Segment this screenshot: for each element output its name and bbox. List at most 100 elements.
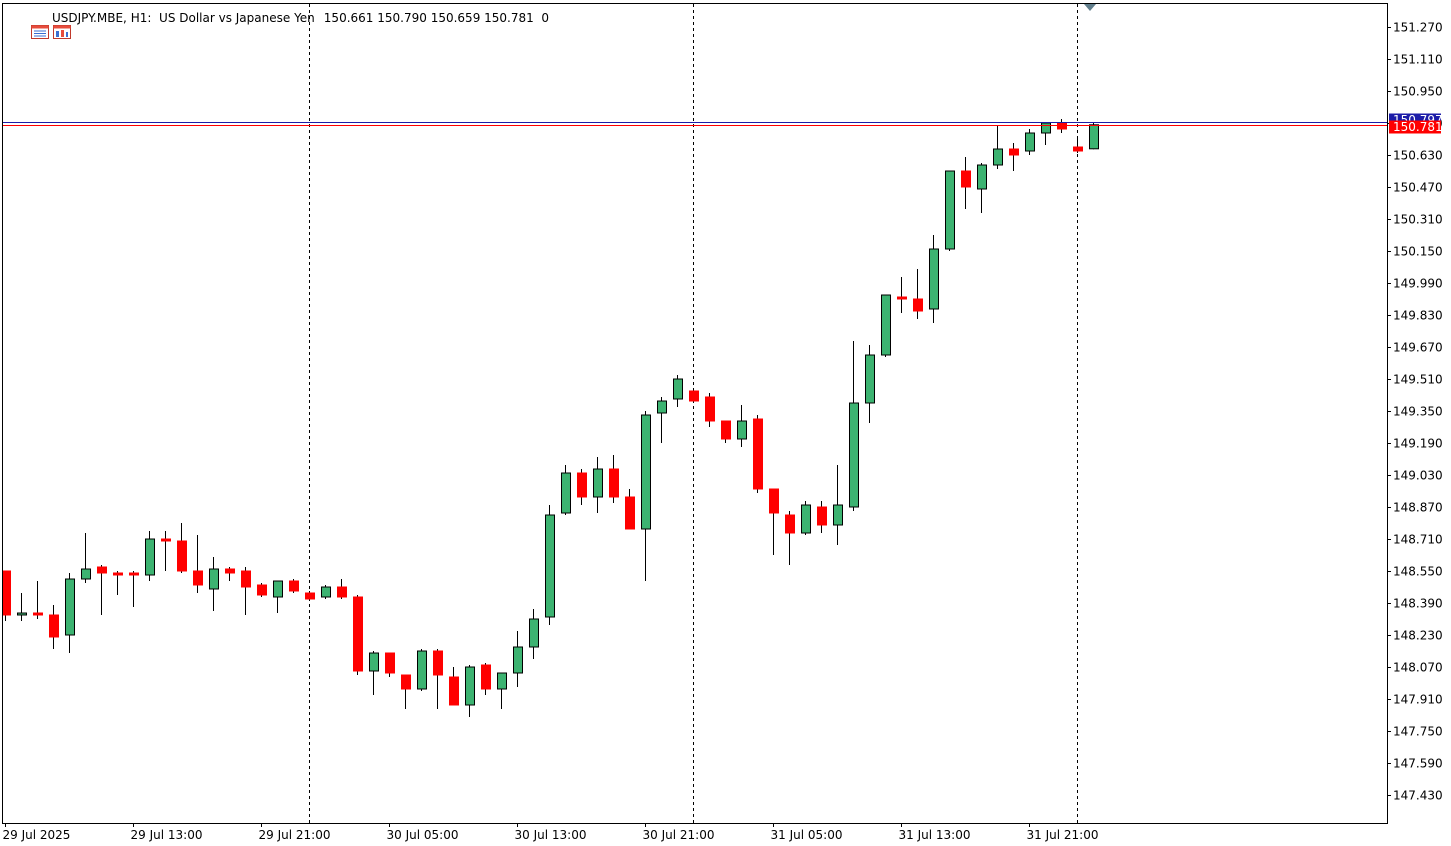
- candle-body: [401, 674, 411, 690]
- candle-body: [305, 592, 315, 600]
- low-value: 150.659: [430, 11, 481, 25]
- bearish-candle: [385, 652, 395, 677]
- bearish-candle: [481, 663, 491, 695]
- candle-body: [881, 294, 891, 356]
- candle-body: [1041, 122, 1051, 134]
- bearish-candle: [753, 415, 763, 493]
- candle-body: [657, 400, 667, 414]
- bullish-candle: [561, 465, 571, 515]
- price-tick-label: 147.750: [1393, 725, 1443, 739]
- bullish-candle: [833, 465, 843, 545]
- bearish-candle: [353, 595, 363, 675]
- bullish-candle: [1025, 129, 1035, 155]
- bullish-candle: [209, 557, 219, 611]
- price-tick-label: 151.110: [1393, 53, 1443, 67]
- candle-body: [625, 496, 635, 530]
- candle-body: [1009, 148, 1019, 156]
- bullish-candle: [737, 405, 747, 447]
- candle-body: [113, 572, 123, 576]
- candle-body: [481, 664, 491, 690]
- bullish-candle: [529, 609, 539, 659]
- bullish-candle: [65, 573, 75, 653]
- candle-body: [785, 514, 795, 534]
- price-tick-label: 150.470: [1393, 181, 1443, 195]
- time-tick-label: 29 Jul 13:00: [131, 828, 203, 842]
- price-tick-label: 148.230: [1393, 629, 1443, 643]
- bullish-candle: [1089, 123, 1099, 150]
- price-tick-label: 147.430: [1393, 789, 1443, 803]
- candle-body: [385, 652, 395, 674]
- bullish-candle: [17, 593, 27, 621]
- candle-body: [513, 646, 523, 674]
- candle-body: [449, 676, 459, 706]
- price-tick-label: 148.390: [1393, 597, 1443, 611]
- bullish-candle: [465, 665, 475, 717]
- candle-body: [1073, 146, 1083, 152]
- price-tick-label: 150.630: [1393, 149, 1443, 163]
- candle-body: [257, 584, 267, 596]
- candle-body: [1089, 124, 1099, 150]
- candle-body: [465, 666, 475, 706]
- price-tick-label: 149.830: [1393, 309, 1443, 323]
- open-value: 150.661: [323, 11, 374, 25]
- close-value: 150.781: [484, 11, 534, 25]
- candle-body: [97, 566, 107, 574]
- candle-body: [897, 296, 907, 300]
- bullish-candle: [417, 649, 427, 691]
- bullish-candle: [145, 531, 155, 581]
- chart-shift-marker-icon[interactable]: [1084, 4, 1096, 11]
- candle-body: [49, 614, 59, 638]
- price-tick-label: 148.870: [1393, 501, 1443, 515]
- bullish-candle: [929, 235, 939, 323]
- candle-body: [849, 402, 859, 508]
- bearish-candle: [289, 579, 299, 593]
- price-tick-label: 147.910: [1393, 693, 1443, 707]
- terminal-window-icon[interactable]: [8, 11, 49, 39]
- timeframe-label: H1:: [130, 11, 152, 25]
- chart-frame: [2, 3, 1388, 824]
- bullish-candle: [545, 505, 555, 625]
- bearish-candle: [577, 469, 587, 505]
- bearish-candle: [257, 583, 267, 597]
- price-tick-label: 149.510: [1393, 373, 1443, 387]
- bearish-candle: [433, 649, 443, 709]
- bullish-candle: [657, 397, 667, 443]
- bid-price-tag-label: 150.781: [1393, 120, 1443, 134]
- bullish-candle: [321, 585, 331, 599]
- candle-body: [529, 618, 539, 648]
- bullish-candle: [801, 501, 811, 535]
- bearish-candle: [305, 591, 315, 601]
- price-tick-label: 148.070: [1393, 661, 1443, 675]
- bullish-candle: [849, 341, 859, 511]
- candle-body: [225, 568, 235, 574]
- high-value: 150.790: [377, 11, 427, 25]
- candle-body: [801, 504, 811, 534]
- time-tick-label: 30 Jul 21:00: [643, 828, 715, 842]
- candle-body: [865, 354, 875, 404]
- bearish-candle: [113, 571, 123, 595]
- symbol-description: US Dollar vs Japanese Yen: [159, 11, 315, 25]
- candle-body: [593, 468, 603, 498]
- price-tick-label: 149.350: [1393, 405, 1443, 419]
- time-tick-label: 30 Jul 05:00: [387, 828, 459, 842]
- candle-body: [545, 514, 555, 618]
- candle-body: [961, 170, 971, 188]
- candle-body: [577, 472, 587, 498]
- time-tick-label: 30 Jul 13:00: [515, 828, 587, 842]
- bearish-candle: [609, 455, 619, 503]
- candle-body: [3, 570, 11, 616]
- candle-body: [433, 650, 443, 676]
- price-axis[interactable]: 151.270151.110150.950150.790150.630150.4…: [1387, 21, 1443, 803]
- bearish-candle: [177, 523, 187, 573]
- chart-window-icon[interactable]: [30, 11, 71, 39]
- candle-body: [817, 506, 827, 526]
- candle-body: [705, 396, 715, 422]
- time-tick-label: 31 Jul 21:00: [1027, 828, 1099, 842]
- bearish-candle: [721, 420, 731, 443]
- bullish-candle: [1041, 122, 1051, 145]
- time-axis[interactable]: 29 Jul 2025 29 Jul 13:00 29 Jul 21:00 30 Ju…: [3, 823, 1099, 842]
- candle-body: [321, 586, 331, 598]
- candle-body: [689, 390, 699, 402]
